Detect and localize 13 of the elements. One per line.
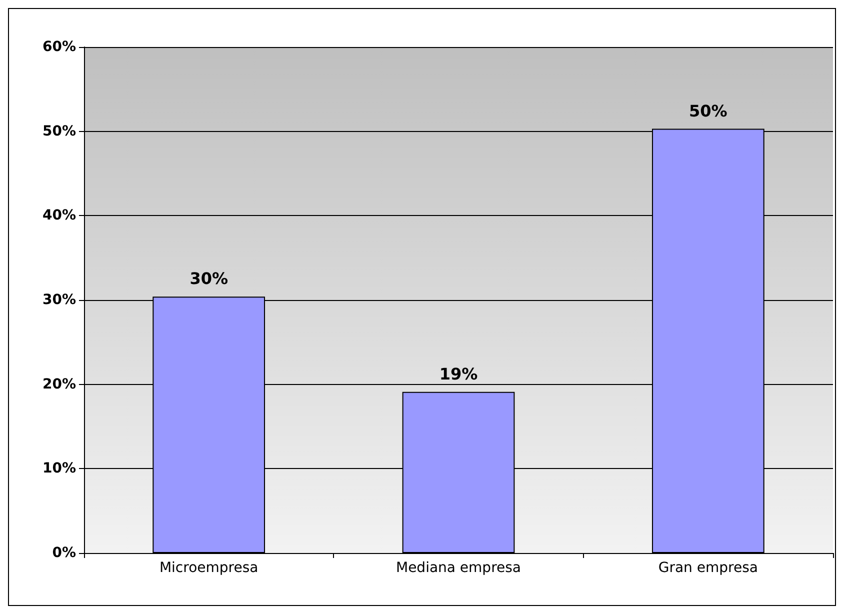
data-label: 19%	[439, 364, 478, 384]
x-tick-label: Mediana empresa	[396, 560, 522, 576]
y-tick-label: 30%	[42, 292, 76, 308]
y-tick-label: 0%	[52, 545, 76, 561]
y-tick-label: 10%	[42, 460, 76, 477]
y-tick-label: 60%	[42, 39, 76, 55]
y-tick-label: 50%	[42, 123, 76, 140]
y-tick-label: 40%	[42, 208, 76, 224]
data-label: 30%	[190, 269, 228, 288]
x-tick-label: Gran empresa	[658, 560, 758, 576]
data-label: 50%	[689, 101, 728, 120]
x-tick-label: Microempresa	[159, 560, 258, 576]
y-tick-label: 20%	[42, 376, 76, 392]
